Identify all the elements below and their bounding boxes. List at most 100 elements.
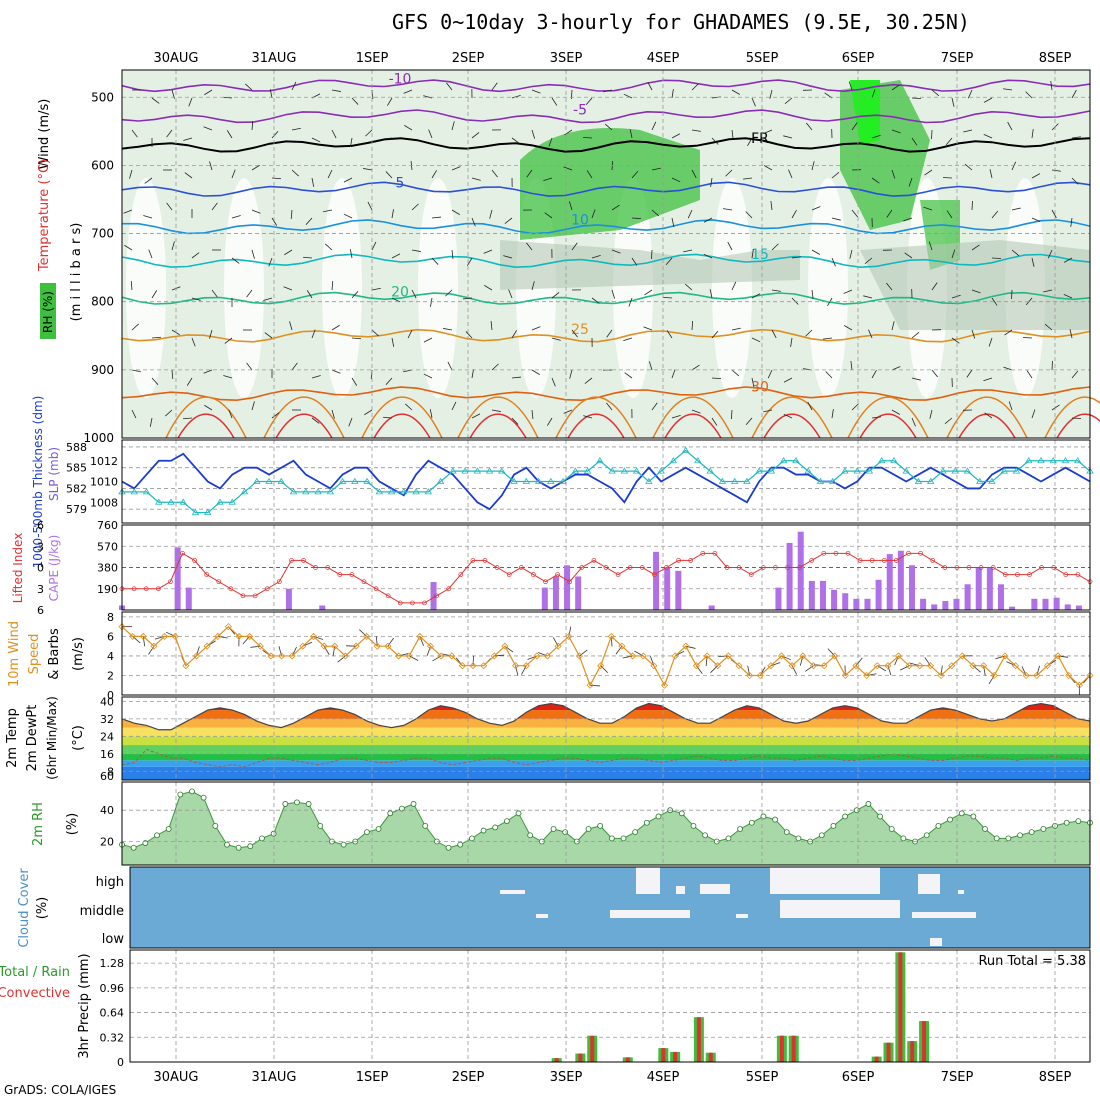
slp-marker (645, 477, 653, 484)
wind-barb (891, 409, 900, 415)
temperature-contour (361, 396, 443, 439)
wind-barb (868, 329, 873, 339)
rh-marker (1028, 829, 1035, 836)
rh-marker (970, 813, 977, 820)
wind-marker (373, 642, 381, 650)
wind-barb (886, 209, 893, 218)
wind-barb (911, 417, 916, 427)
dewpoint-line (121, 748, 1091, 768)
wind-barb (945, 137, 953, 146)
lifted-tick: 0 (37, 562, 44, 575)
wind-barb (148, 249, 153, 259)
rh-marker (935, 822, 942, 829)
wind-barb (491, 409, 501, 412)
cape-bar (886, 554, 893, 610)
rh-marker (468, 835, 475, 842)
cloud-high-block (770, 866, 880, 894)
cape-bar (953, 598, 960, 610)
temp-line (121, 702, 1091, 731)
y-tick-label: 800 (91, 295, 114, 309)
wind-barb (931, 369, 938, 378)
wind-barb (231, 169, 236, 179)
wind-barb (871, 177, 880, 184)
ylabel-precip-conv: Convective (0, 986, 70, 1001)
bottom-date-label: 3SEP (550, 1070, 583, 1085)
wind-barb (771, 329, 777, 339)
wind-marker (352, 642, 360, 650)
wind-barb (811, 161, 815, 171)
wind-tick: 4 (107, 650, 114, 663)
slp-marker (620, 467, 629, 474)
lifted-index-marker (143, 586, 149, 592)
temp-band (122, 736, 1090, 746)
cape-bar (997, 584, 1004, 610)
thickness-tick: 579 (66, 503, 87, 516)
rh-marker (783, 829, 790, 836)
temp-band (122, 697, 1090, 701)
wind-barb (650, 249, 653, 260)
wind-barb (631, 217, 642, 220)
lifted-index-marker (748, 572, 754, 577)
bottom-date-label: 7SEP (941, 1070, 974, 1085)
wind-barb (171, 241, 175, 251)
cloud-high-block (500, 890, 525, 894)
temperature-contour (121, 109, 1091, 124)
wind-barb (963, 129, 973, 133)
wind-barb (582, 136, 593, 139)
wind-barb (579, 649, 588, 657)
thickness-tick: 588 (66, 441, 87, 454)
slp-marker (338, 477, 347, 484)
dry-patch (712, 178, 752, 399)
wind-marker (565, 632, 573, 640)
lifted-index-marker (1063, 572, 1069, 577)
ylabel-slp: SLP (mb) (47, 447, 61, 501)
wind-barb (931, 282, 938, 291)
top-date-label: 6SEP (842, 51, 875, 66)
bottom-date-label: 1SEP (356, 1070, 389, 1085)
wind-barb (571, 242, 578, 251)
wind-barb (983, 133, 993, 139)
wind-barb (691, 409, 701, 414)
wind-barb (426, 646, 431, 656)
rh-marker (422, 822, 429, 829)
temperature-contour (847, 396, 929, 439)
slp-marker (730, 477, 739, 484)
wind-barb (231, 257, 240, 264)
slp-marker (755, 467, 763, 474)
wind-barb (491, 169, 498, 178)
wind-barb (791, 665, 798, 675)
wind-barb (447, 361, 453, 371)
wind-barb (691, 169, 697, 179)
wind-barb (191, 252, 200, 259)
lifted-index-marker (954, 565, 960, 570)
wind-barb (144, 177, 153, 184)
wind-barb (1003, 88, 1013, 91)
slp-marker (130, 488, 138, 495)
slp-tick: 1008 (90, 496, 118, 509)
wind-barb (350, 137, 353, 147)
cape-bar (1031, 598, 1038, 610)
wind-marker (554, 642, 562, 650)
wind-barb (543, 177, 553, 182)
wind-barb (331, 129, 337, 139)
wind-barb (825, 371, 833, 379)
wind-barb (600, 665, 609, 674)
lifted-index-marker (325, 565, 331, 570)
rh-marker (923, 832, 930, 839)
slp-marker (865, 467, 874, 474)
slp-marker (204, 508, 212, 516)
slp-marker (596, 456, 604, 464)
cape-bar (986, 567, 993, 610)
wind-barb (591, 254, 601, 259)
ylabel-precip-total: Total / Rain (0, 965, 70, 980)
wind-barb (1051, 169, 1061, 172)
bottom-date-label: 2SEP (452, 1070, 485, 1085)
wind-barb (302, 256, 313, 259)
dry-patch (322, 178, 362, 399)
slp-marker (583, 467, 592, 474)
wind-barb (1007, 121, 1013, 131)
wind-barb (365, 129, 373, 137)
wind-barb (291, 646, 297, 657)
slp-marker (485, 467, 494, 474)
wind-barb (823, 337, 833, 340)
